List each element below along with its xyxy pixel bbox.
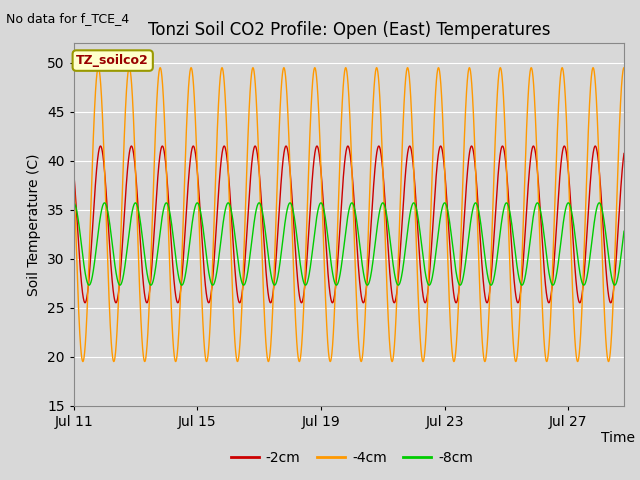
-2cm — [280, 150, 288, 156]
Text: No data for f_TCE_4: No data for f_TCE_4 — [6, 12, 129, 25]
-4cm — [280, 65, 288, 71]
-4cm — [522, 134, 530, 140]
-2cm — [170, 274, 177, 280]
Line: -2cm: -2cm — [74, 146, 624, 303]
-8cm — [364, 282, 371, 288]
-8cm — [428, 277, 435, 283]
-4cm — [170, 346, 177, 352]
Title: Tonzi Soil CO2 Profile: Open (East) Temperatures: Tonzi Soil CO2 Profile: Open (East) Temp… — [148, 21, 550, 39]
-4cm — [428, 185, 435, 191]
-2cm — [452, 300, 460, 306]
Legend: -2cm, -4cm, -8cm: -2cm, -4cm, -8cm — [225, 445, 479, 471]
-2cm — [620, 151, 628, 156]
Line: -8cm: -8cm — [74, 203, 624, 285]
-4cm — [400, 106, 408, 111]
-4cm — [326, 359, 334, 364]
-8cm — [70, 200, 77, 206]
-8cm — [280, 228, 288, 234]
-2cm — [400, 193, 408, 199]
X-axis label: Time: Time — [601, 431, 635, 445]
-2cm — [159, 143, 166, 149]
-8cm — [522, 268, 530, 274]
-4cm — [70, 167, 77, 172]
-4cm — [481, 358, 488, 364]
Line: -4cm: -4cm — [74, 68, 624, 361]
-2cm — [522, 211, 530, 216]
-2cm — [70, 168, 77, 174]
-2cm — [428, 241, 435, 247]
-2cm — [481, 290, 488, 296]
-4cm — [620, 65, 628, 71]
-8cm — [400, 259, 408, 264]
-8cm — [620, 228, 628, 234]
Y-axis label: Soil Temperature (C): Soil Temperature (C) — [28, 153, 42, 296]
Text: TZ_soilco2: TZ_soilco2 — [76, 54, 149, 67]
-8cm — [170, 237, 177, 242]
-8cm — [481, 250, 488, 256]
